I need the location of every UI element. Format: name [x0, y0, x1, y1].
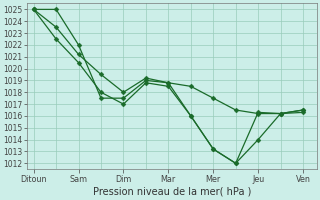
X-axis label: Pression niveau de la mer( hPa ): Pression niveau de la mer( hPa ) — [92, 187, 251, 197]
